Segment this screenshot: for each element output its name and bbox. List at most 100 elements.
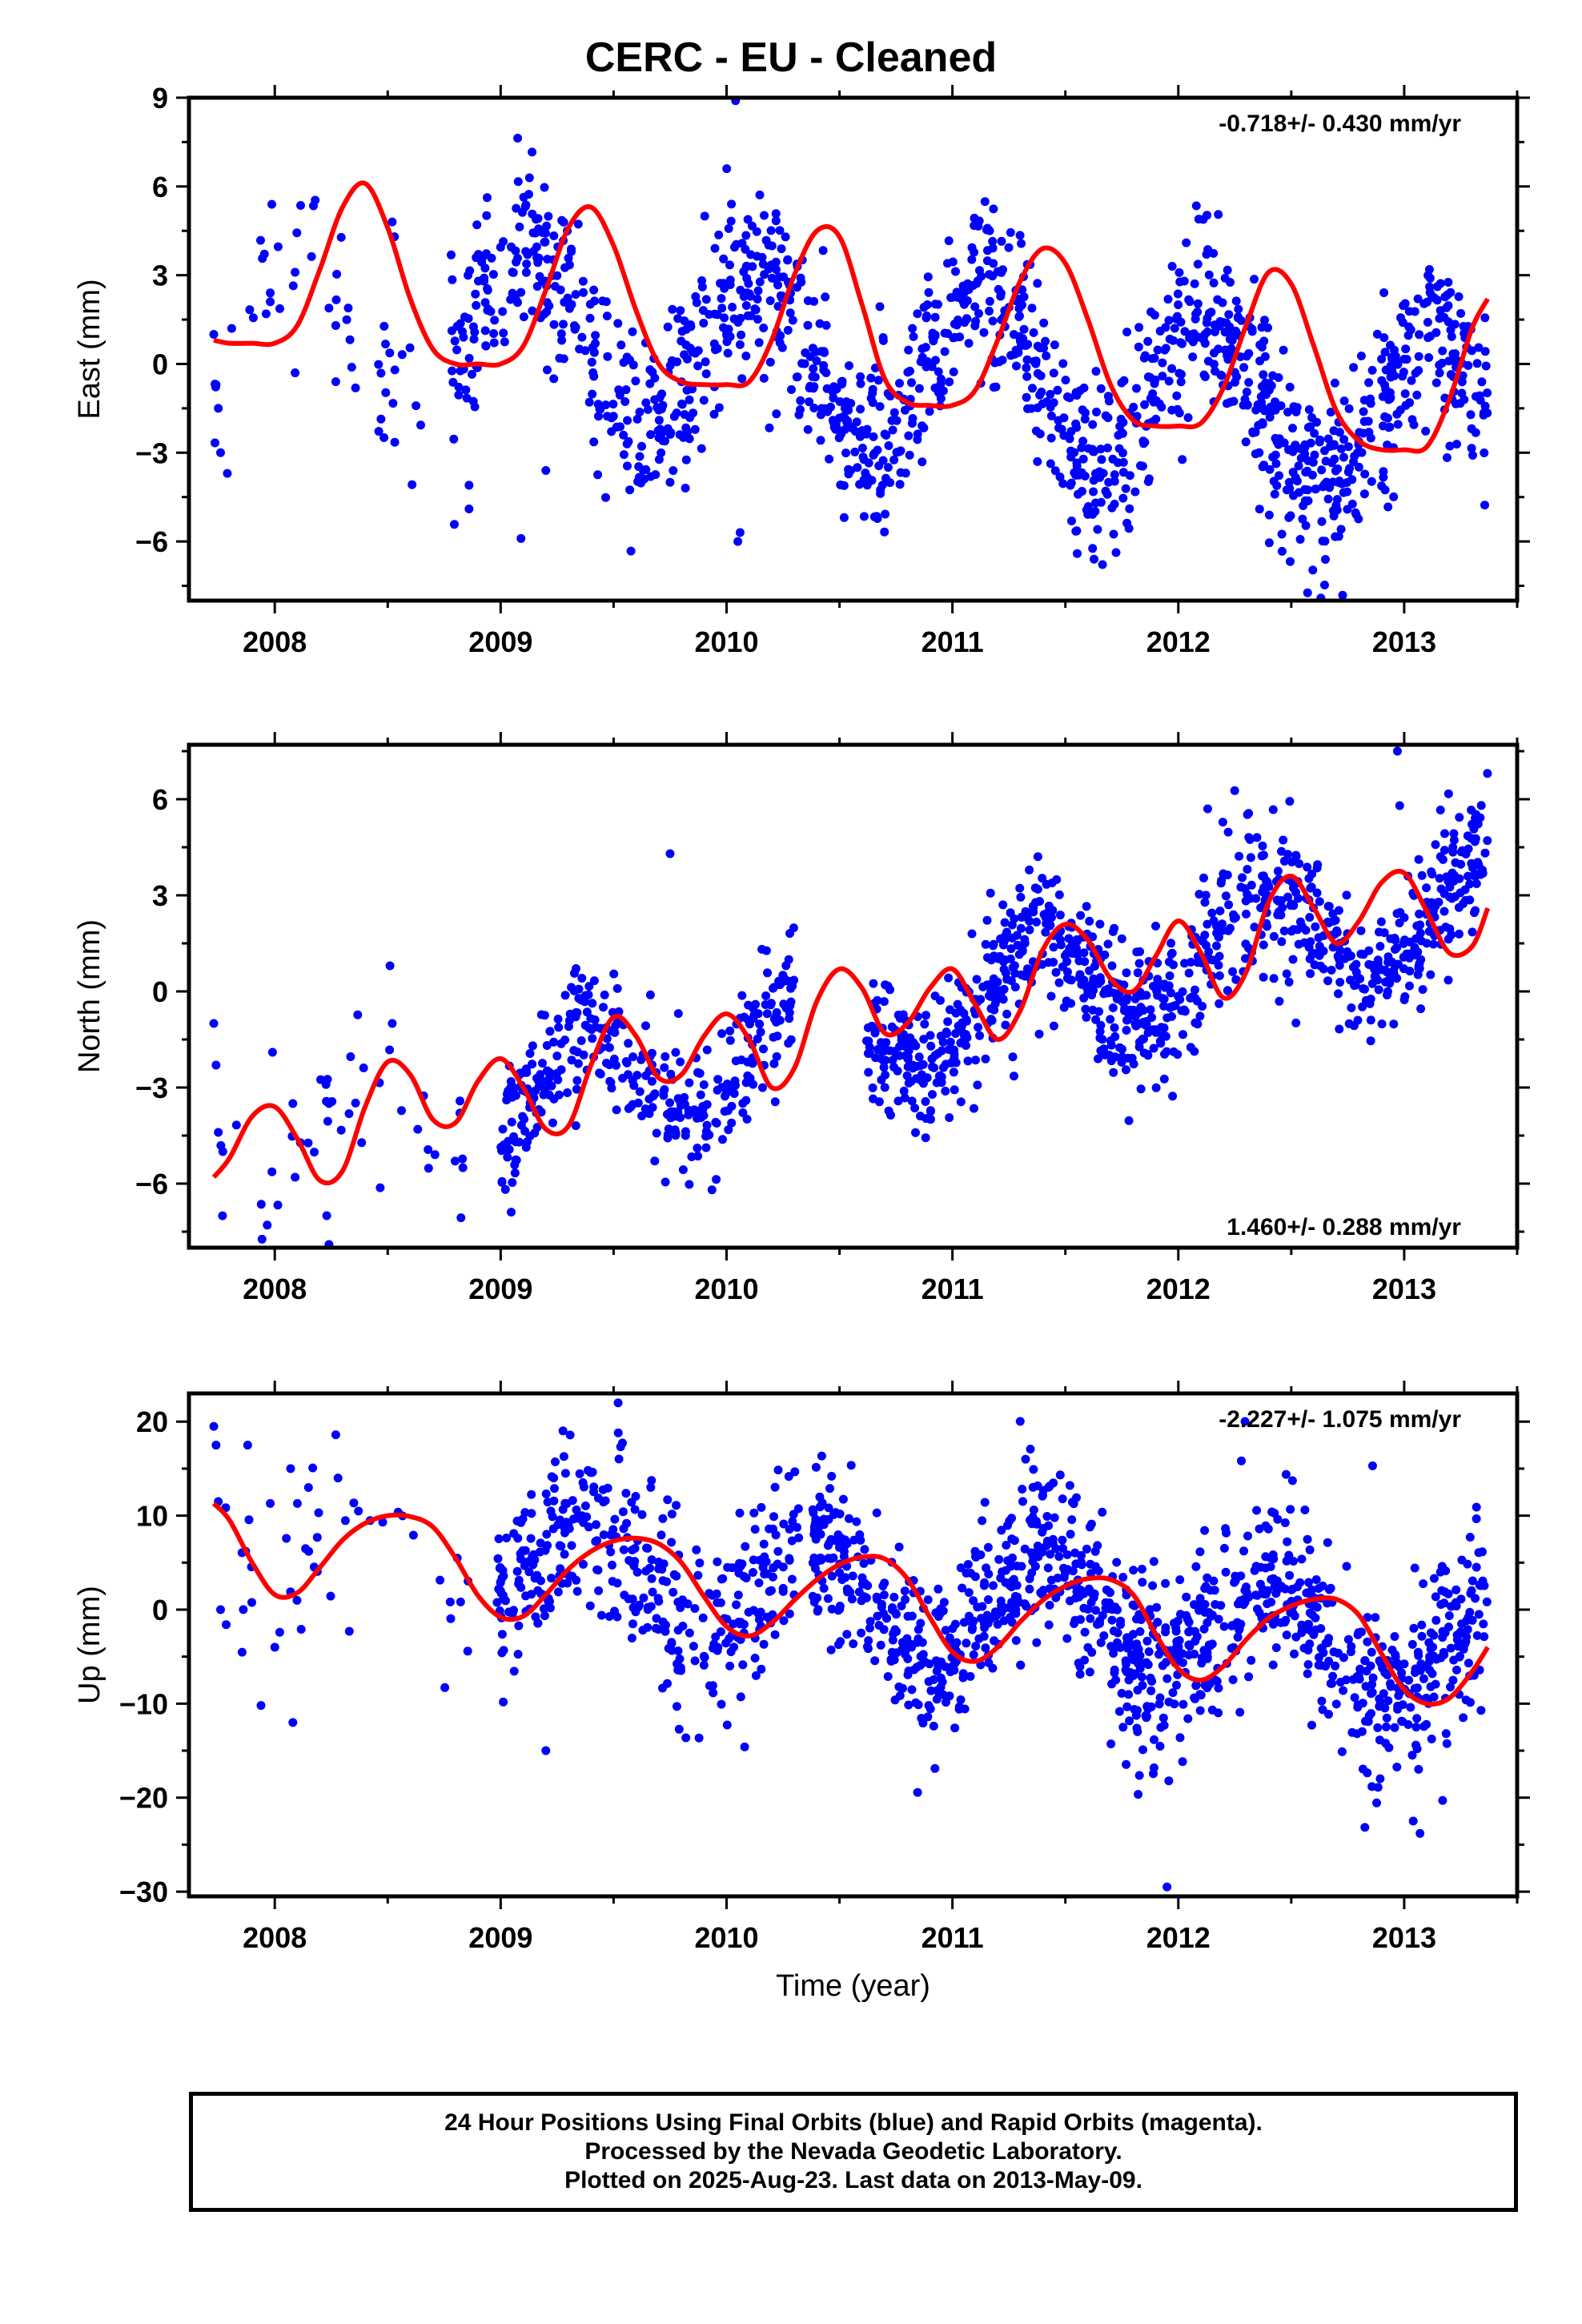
up-data-point (889, 1592, 899, 1602)
up-data-point (1099, 1631, 1109, 1640)
north-data-point (1360, 984, 1369, 994)
north-data-point (757, 944, 767, 954)
east-data-point (1110, 500, 1119, 509)
east-data-point (922, 300, 932, 309)
up-data-point (1028, 1512, 1038, 1522)
up-data-point (1323, 1538, 1332, 1547)
east-data-point (1046, 459, 1055, 468)
east-data-point (940, 328, 950, 338)
east-data-point (801, 348, 810, 357)
up-data-point (1178, 1699, 1188, 1709)
up-data-point (1184, 1627, 1194, 1637)
up-data-point (784, 1472, 793, 1482)
north-data-point (742, 1115, 752, 1124)
east-data-point (1389, 492, 1399, 501)
north-data-point (1412, 921, 1422, 931)
east-data-point (1304, 405, 1314, 414)
up-data-point (1178, 1658, 1187, 1667)
north-data-point (1180, 1007, 1190, 1016)
up-data-point (1417, 1631, 1427, 1641)
up-data-point (1079, 1603, 1089, 1613)
east-data-point (737, 330, 746, 340)
north-data-point (1219, 869, 1228, 879)
east-data-point (483, 193, 492, 203)
up-data-point (1448, 1675, 1458, 1685)
up-data-point (825, 1484, 834, 1494)
east-data-point (1203, 211, 1212, 220)
east-data-point (1291, 407, 1301, 416)
east-data-point (472, 220, 482, 230)
east-data-point (996, 292, 1006, 301)
up-data-point (1178, 1649, 1187, 1659)
east-data-point (843, 416, 853, 426)
up-data-point (1006, 1558, 1015, 1567)
up-data-point (1358, 1764, 1367, 1774)
east-data-point (663, 322, 673, 332)
east-data-point (781, 232, 790, 242)
east-data-point (1078, 436, 1088, 446)
up-data-point (516, 1554, 525, 1564)
north-data-point (1081, 1004, 1090, 1014)
east-data-point (1379, 333, 1389, 343)
north-data-point (1209, 916, 1219, 926)
east-data-point (635, 452, 644, 461)
east-data-point (1103, 392, 1113, 401)
east-data-point (1363, 416, 1373, 426)
north-data-point (1456, 859, 1466, 869)
east-data-point (1205, 308, 1214, 318)
east-data-point (594, 412, 603, 421)
east-data-point (1102, 489, 1112, 499)
east-data-point (1303, 456, 1313, 465)
up-data-point (572, 1586, 582, 1596)
east-data-point (1438, 346, 1447, 356)
east-data-point (909, 332, 918, 341)
up-data-point (1200, 1526, 1210, 1535)
east-data-point (556, 329, 566, 339)
up-data-point (1331, 1661, 1340, 1671)
east-data-point (1349, 363, 1359, 372)
north-data-point (784, 1039, 793, 1048)
north-data-point (1002, 927, 1011, 937)
east-data-point (584, 397, 594, 407)
up-data-point (794, 1533, 804, 1542)
east-data-point (549, 374, 559, 384)
up-data-point (966, 1568, 975, 1578)
up-data-point (950, 1723, 960, 1733)
east-data-point (1393, 420, 1403, 429)
north-data-point (1195, 890, 1204, 899)
up-data-point (1017, 1562, 1026, 1571)
up-data-point (789, 1510, 798, 1519)
east-data-point (988, 316, 998, 326)
up-data-point (823, 1594, 833, 1603)
east-data-point (980, 197, 990, 207)
up-data-point (1090, 1562, 1100, 1571)
north-data-point (456, 1096, 464, 1106)
east-data-point (1379, 467, 1388, 476)
east-data-point (888, 425, 897, 435)
north-data-point (1118, 997, 1127, 1007)
north-data-point (1160, 979, 1169, 989)
east-data-point (1011, 345, 1021, 355)
up-data-point (1347, 1642, 1356, 1651)
east-data-point (1009, 330, 1018, 340)
east-data-point (1330, 454, 1339, 464)
east-data-point (1150, 353, 1159, 363)
up-data-point (948, 1624, 958, 1634)
east-data-point (1202, 250, 1211, 259)
east-data-point (720, 313, 729, 323)
east-data-point (454, 390, 464, 400)
up-data-point (1152, 1602, 1162, 1612)
north-x-tick-label: 2008 (243, 1273, 307, 1305)
up-data-point (1373, 1723, 1383, 1732)
east-data-point (563, 293, 572, 303)
up-data-point (344, 1626, 354, 1636)
east-x-tick-label: 2010 (694, 625, 758, 658)
north-data-point (1135, 947, 1145, 956)
north-data-point (1377, 1019, 1387, 1029)
east-data-point (1140, 400, 1150, 409)
up-data-point (870, 1656, 880, 1666)
up-data-point (883, 1672, 893, 1681)
north-data-point (1117, 934, 1126, 943)
east-data-point (829, 423, 839, 432)
